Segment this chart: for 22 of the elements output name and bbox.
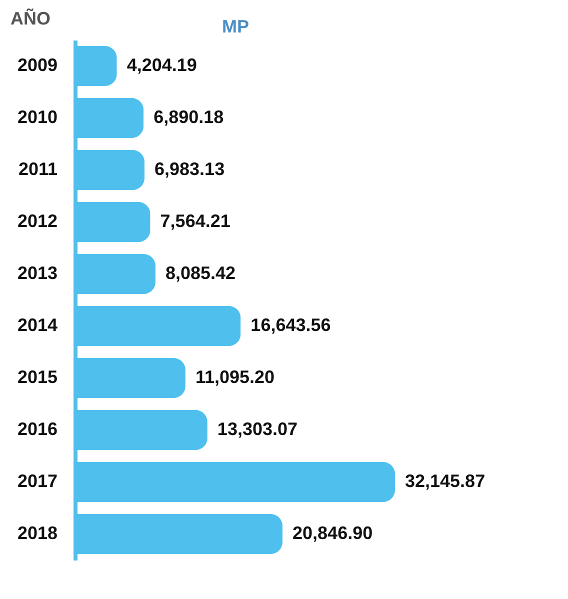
y-tick-label: 2011 (18, 159, 58, 179)
data-label: 6,890.18 (154, 107, 224, 127)
data-label: 11,095.20 (195, 367, 275, 387)
y-tick-label: 2012 (17, 211, 58, 231)
y-tick-label: 2015 (17, 367, 58, 387)
y-tick-label: 2013 (17, 263, 58, 283)
y-tick-label: 2014 (17, 315, 58, 335)
y-axis-title: AÑO (10, 8, 50, 28)
y-tick-label: 2018 (17, 523, 58, 543)
y-tick-label: 2010 (17, 107, 58, 127)
data-label: 8,085.42 (165, 263, 236, 283)
y-tick-label: 2016 (17, 419, 58, 439)
data-label: 20,846.90 (292, 523, 373, 543)
x-axis-title: MP (222, 16, 249, 36)
data-label: 32,145.87 (405, 471, 486, 491)
data-label: 13,303.07 (217, 419, 298, 439)
data-label: 6,983.13 (154, 159, 225, 179)
data-label: 16,643.56 (250, 315, 331, 335)
data-label: 4,204.19 (126, 55, 197, 75)
y-tick-label: 2009 (17, 55, 58, 75)
y-tick-label: 2017 (17, 471, 58, 491)
data-label: 7,564.21 (160, 211, 230, 231)
